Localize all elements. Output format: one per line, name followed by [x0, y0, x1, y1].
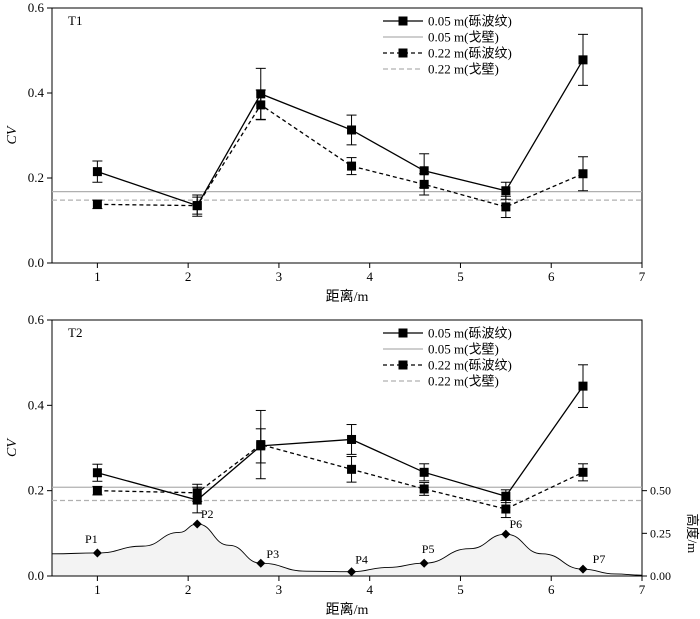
- y-tick-label: 0.2: [28, 483, 44, 498]
- legend-swatch-marker: [398, 360, 408, 370]
- data-point: [256, 100, 266, 110]
- height-marker: [419, 558, 429, 568]
- data-point: [92, 199, 102, 209]
- y2-tick-label: 0.00: [650, 569, 671, 583]
- y-tick-label: 0.2: [28, 170, 44, 185]
- x-tick-label: 2: [185, 269, 192, 284]
- y2-tick-label: 0.25: [650, 526, 671, 540]
- data-point: [347, 125, 357, 135]
- height-point-label: P1: [85, 532, 98, 546]
- data-point: [578, 169, 588, 179]
- x-tick-label: 4: [366, 582, 373, 597]
- y-axis-title: CV: [5, 125, 20, 144]
- data-point: [501, 504, 511, 514]
- plot-frame: [51, 319, 643, 577]
- data-point: [419, 467, 429, 477]
- height-point-label: P7: [593, 552, 606, 566]
- legend-label: 0.05 m(戈壁): [428, 30, 499, 45]
- x-axis-title: 距离/m: [326, 288, 369, 305]
- panel-label: T2: [68, 325, 82, 340]
- data-point: [92, 468, 102, 478]
- x-tick-label: 3: [276, 582, 283, 597]
- x-tick-label: 5: [457, 582, 464, 597]
- legend-label: 0.05 m(砾波纹): [428, 14, 512, 29]
- height-marker: [578, 564, 588, 574]
- series-line: [97, 385, 584, 501]
- x-tick-label: 6: [548, 582, 555, 597]
- data-point: [192, 201, 202, 211]
- height-point-label: P5: [422, 542, 435, 556]
- x-tick-label: 6: [548, 269, 555, 284]
- data-point: [578, 467, 588, 477]
- y-tick-label: 0.4: [28, 397, 45, 412]
- data-point: [92, 167, 102, 177]
- height-marker: [92, 548, 102, 558]
- data-point: [419, 484, 429, 494]
- y2-axis-title: 高度/m: [685, 513, 700, 553]
- legend-swatch-marker: [398, 328, 408, 338]
- x-tick-label: 3: [276, 269, 283, 284]
- data-point: [347, 161, 357, 171]
- x-tick-label: 1: [94, 269, 101, 284]
- height-point-label: P2: [201, 507, 214, 521]
- data-point: [256, 440, 266, 450]
- height-profile-area: [52, 523, 642, 576]
- data-point: [501, 202, 511, 212]
- y-tick-label: 0.6: [28, 0, 45, 15]
- x-tick-label: 1: [94, 582, 101, 597]
- chart-panel-t2: P1 P2 P3 P4 P5 P6 P7 0.00 0.25 0.50 高度/m 1 2 3 4 5 6 7 0.0…: [5, 312, 700, 618]
- y-axis-title: CV: [5, 438, 20, 457]
- data-point: [347, 464, 357, 474]
- height-marker: [192, 519, 202, 529]
- legend-label: 0.22 m(砾波纹): [428, 358, 512, 373]
- data-point: [419, 166, 429, 176]
- data-point: [192, 488, 202, 498]
- y-tick-label: 0.4: [28, 85, 45, 100]
- series-line: [97, 59, 584, 207]
- data-point: [347, 434, 357, 444]
- y-tick-label: 0.0: [28, 255, 44, 270]
- height-point-label: P4: [355, 553, 368, 567]
- height-marker: [501, 529, 511, 539]
- height-marker: [256, 558, 266, 568]
- legend-swatch-marker: [398, 48, 408, 58]
- data-point: [501, 186, 511, 196]
- legend-swatch-marker: [398, 16, 408, 26]
- legend-label: 0.05 m(砾波纹): [428, 326, 512, 341]
- data-point: [501, 491, 511, 501]
- panel-label: T1: [68, 13, 82, 28]
- x-tick-label: 2: [185, 582, 192, 597]
- legend-label: 0.22 m(砾波纹): [428, 46, 512, 61]
- height-marker: [347, 567, 357, 577]
- x-tick-label: 4: [366, 269, 373, 284]
- legend-label: 0.22 m(戈壁): [428, 374, 499, 389]
- data-point: [578, 55, 588, 65]
- data-point: [92, 486, 102, 496]
- legend-label: 0.22 m(戈壁): [428, 62, 499, 77]
- height-point-label: P6: [510, 517, 523, 531]
- legend-label: 0.05 m(戈壁): [428, 342, 499, 357]
- x-axis-title: 距离/m: [326, 601, 369, 618]
- plot-frame: [51, 7, 643, 264]
- height-point-label: P3: [266, 547, 279, 561]
- x-tick-label: 5: [457, 269, 464, 284]
- data-point: [578, 381, 588, 391]
- data-point: [419, 179, 429, 189]
- y2-tick-label: 0.50: [650, 484, 671, 498]
- y-tick-label: 0.0: [28, 568, 44, 583]
- x-tick-label: 7: [639, 582, 646, 597]
- x-tick-label: 7: [639, 269, 646, 284]
- y-tick-label: 0.6: [28, 312, 45, 327]
